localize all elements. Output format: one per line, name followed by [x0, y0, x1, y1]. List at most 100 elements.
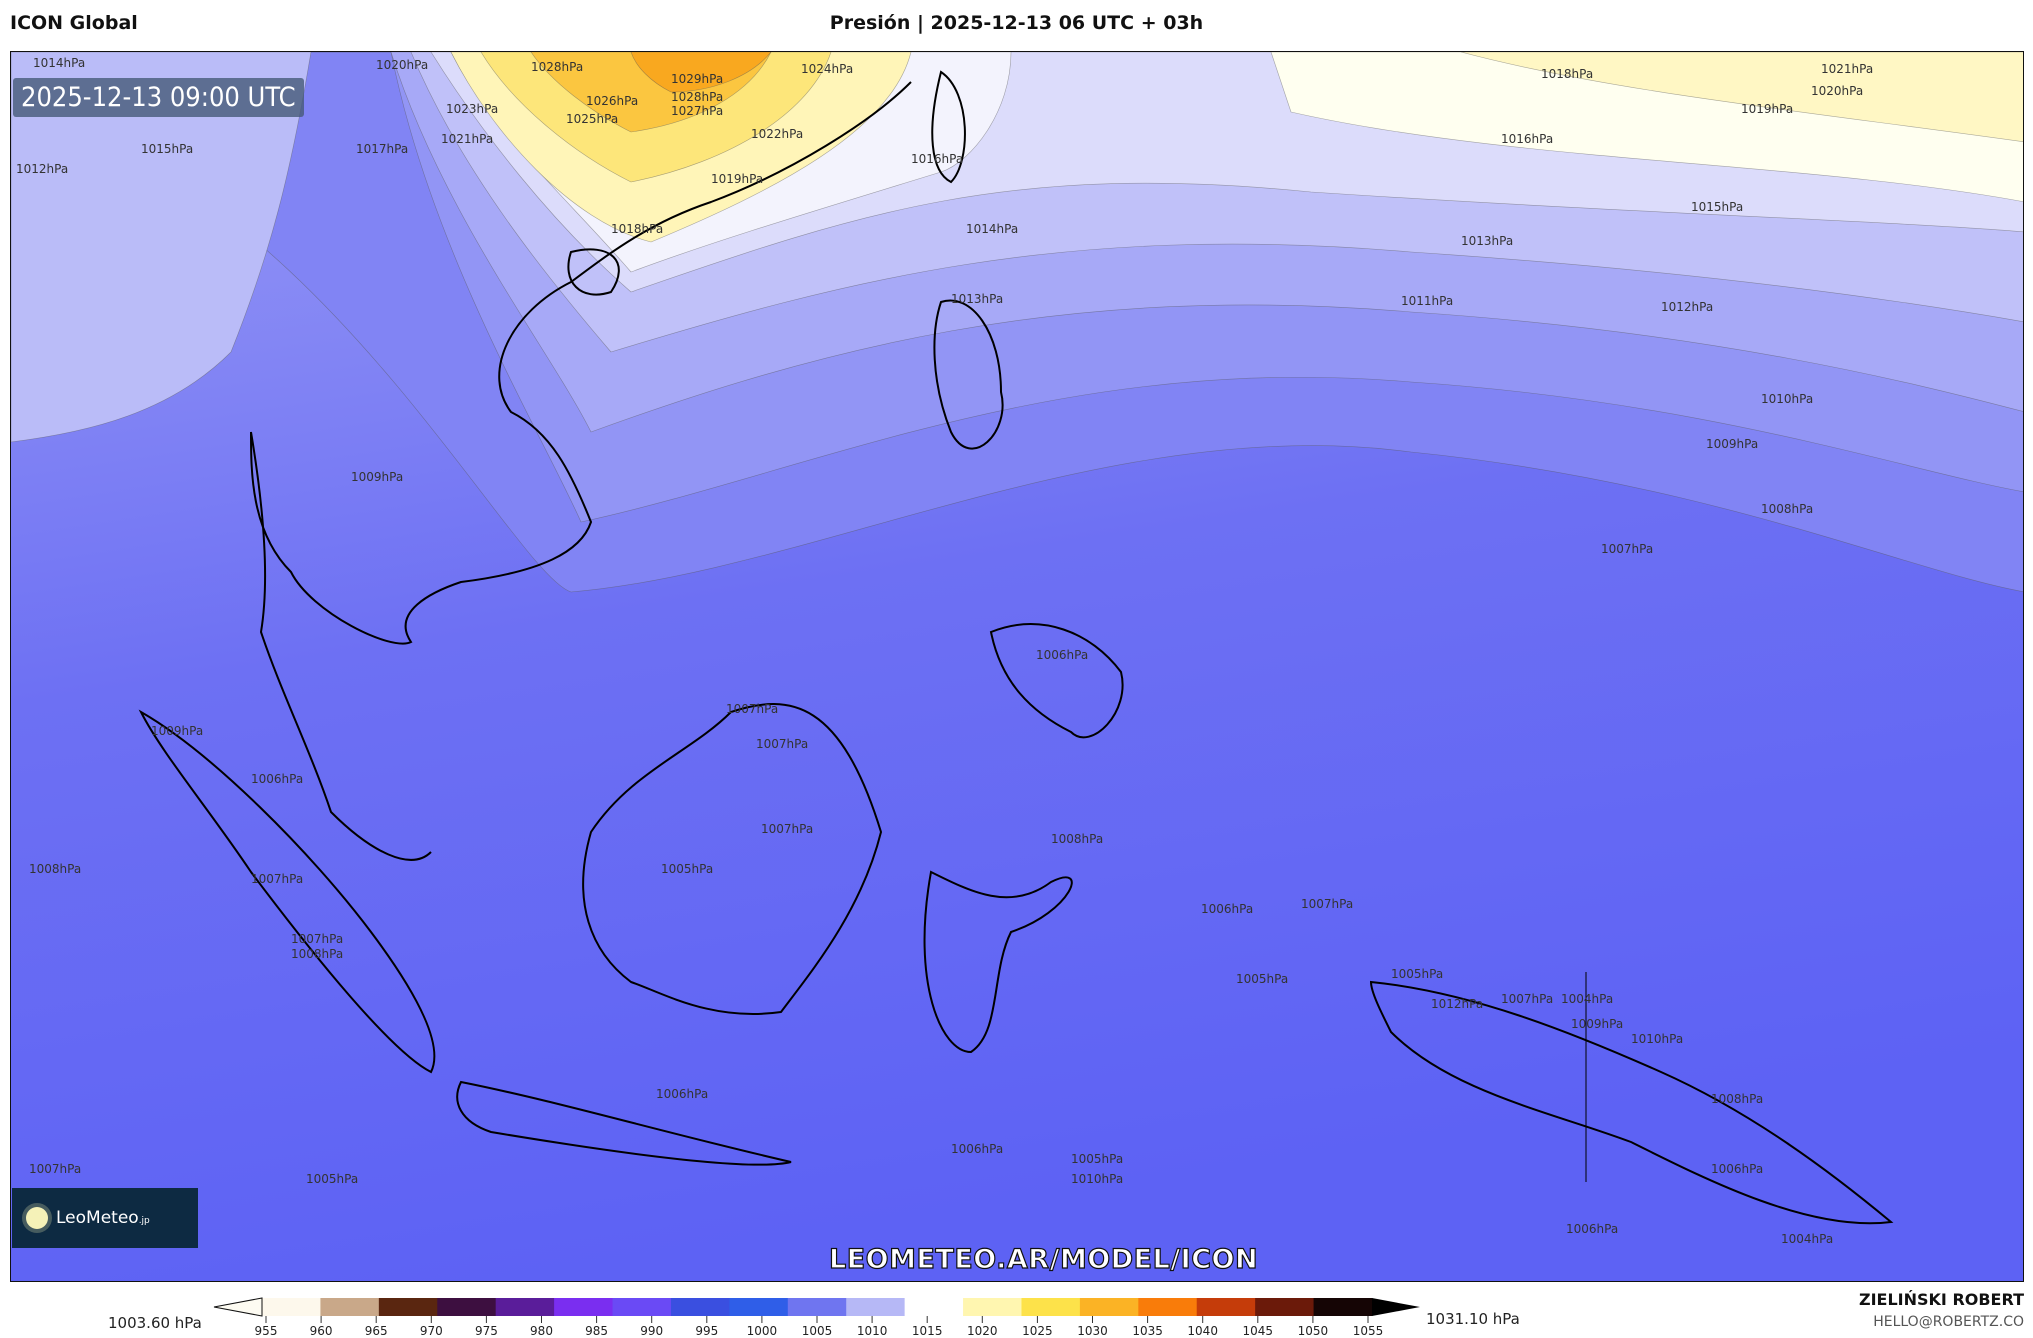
contour-label: 1026hPa: [586, 94, 639, 108]
chart-title: Presión | 2025-12-13 06 UTC + 03h: [829, 12, 1204, 34]
colorbar-tick-label: 980: [530, 1324, 553, 1338]
contour-label: 1009hPa: [1571, 1017, 1624, 1031]
colorbar-tick-label: 1020: [967, 1324, 998, 1338]
colorbar-tick-label: 1005: [801, 1324, 833, 1338]
contour-label: 1006hPa: [1201, 902, 1254, 916]
colorbar-cell: [729, 1298, 789, 1316]
contour-label: 1004hPa: [1561, 992, 1614, 1006]
contour-label: 1014hPa: [33, 56, 86, 70]
contour-label: 1023hPa: [446, 102, 499, 116]
colorbar-cell: [437, 1298, 497, 1316]
coastlines: [138, 70, 1894, 1225]
contour-label: 1016hPa: [1501, 132, 1554, 146]
logo-suffix: .jp: [138, 1216, 150, 1226]
contour-label: 1005hPa: [1236, 972, 1289, 986]
colorbar-cell: [262, 1298, 321, 1316]
contour-label: 1006hPa: [1566, 1222, 1619, 1236]
borneo: [582, 703, 883, 1015]
colorbar-tick-label: 970: [419, 1324, 443, 1338]
colorbar-tick-label: 1025: [1022, 1324, 1053, 1338]
contour-label: 1006hPa: [656, 1087, 709, 1101]
contour-label: 1012hPa: [16, 162, 69, 176]
contour-label: 1010hPa: [1071, 1172, 1124, 1186]
contour-label: 1024hPa: [801, 62, 854, 76]
contour-label: 1006hPa: [1036, 648, 1089, 662]
new-guinea: [1369, 980, 1894, 1225]
contour-label: 1015hPa: [1691, 200, 1744, 214]
contour-label: 1007hPa: [726, 702, 779, 716]
colorbar-cell: [320, 1298, 380, 1316]
pressure-map[interactable]: 2025-12-13 09:00 UTC 1014hPa 1020hPa 1028h…: [10, 51, 2024, 1282]
colorbar-cell: [554, 1298, 614, 1316]
luzon: [933, 299, 1004, 450]
colorbar-cell: [1021, 1298, 1081, 1316]
contour-label: 1005hPa: [661, 862, 714, 876]
colorbar-tick-label: 955: [254, 1324, 278, 1338]
colorbar-cell: [846, 1298, 906, 1316]
contour-label: 1007hPa: [1601, 542, 1654, 556]
contour-label: 1007hPa: [1301, 897, 1354, 911]
colorbar-cell: [963, 1298, 1022, 1316]
contour-label: 1010hPa: [1761, 392, 1814, 406]
colorbar: [213, 1297, 1420, 1323]
contour-label: 1005hPa: [1071, 1152, 1124, 1166]
model-name: ICON Global: [10, 12, 138, 34]
colorbar-cell: [670, 1298, 730, 1316]
contour-label: 1010hPa: [1631, 1032, 1684, 1046]
colorbar-cell: [1196, 1298, 1256, 1316]
contour-label: 1012hPa: [1661, 300, 1714, 314]
contour-label: 1022hPa: [751, 127, 804, 141]
site-watermark[interactable]: LEOMETEO.AR/MODEL/ICON: [828, 1243, 1259, 1275]
colorbar-tick-label: 1040: [1187, 1324, 1218, 1338]
valid-time-badge: 2025-12-13 09:00 UTC: [13, 78, 304, 117]
mindanao: [989, 623, 1124, 739]
colorbar-max-arrow: [1372, 1298, 1420, 1316]
contour-label: 1007hPa: [251, 872, 304, 886]
contour-label: 1021hPa: [441, 132, 494, 146]
colorbar-cell: [1138, 1298, 1198, 1316]
contour-label: 1018hPa: [611, 222, 664, 236]
colorbar-tick-label: 975: [474, 1324, 498, 1338]
colorbar-cell: [1313, 1298, 1373, 1316]
colorbar-tick-label: 1030: [1077, 1324, 1108, 1338]
java: [456, 1080, 792, 1166]
colorbar-cell: [1079, 1298, 1139, 1316]
author-email[interactable]: HELLO@ROBERTZ.CO: [1873, 1314, 2024, 1330]
colorbar-cell: [904, 1298, 964, 1316]
sulawesi: [923, 870, 1073, 1054]
colorbar-tick-label: 985: [585, 1324, 609, 1338]
contour-label: 1008hPa: [1761, 502, 1814, 516]
contour-label: 1013hPa: [951, 292, 1004, 306]
contour-label: 1012hPa: [1431, 997, 1484, 1011]
contour-label: 1006hPa: [1711, 1162, 1764, 1176]
sumatra: [138, 709, 436, 1074]
contour-label: 1007hPa: [756, 737, 809, 751]
contour-label: 1009hPa: [351, 470, 404, 484]
contour-label: 1007hPa: [291, 932, 344, 946]
contour-label: 1014hPa: [966, 222, 1019, 236]
colorbar-tick-label: 1055: [1352, 1324, 1384, 1338]
colorbar-tick-label: 1050: [1297, 1324, 1329, 1338]
contour-label: 1008hPa: [1711, 1092, 1764, 1106]
contour-label: 1029hPa: [671, 72, 724, 86]
colorbar-cell: [378, 1298, 438, 1316]
sun-icon: [26, 1207, 48, 1229]
contour-label: 1008hPa: [29, 862, 82, 876]
contour-label: 1005hPa: [1391, 967, 1444, 981]
colorbar-tick-label: 1010: [856, 1324, 888, 1338]
contour-label: 1020hPa: [376, 58, 429, 72]
contour-label: 1020hPa: [1811, 84, 1864, 98]
contour-label: 1007hPa: [29, 1162, 82, 1176]
contour-label: 1021hPa: [1821, 62, 1874, 76]
contour-label: 1004hPa: [1781, 1232, 1834, 1246]
contour-label: 1007hPa: [1501, 992, 1554, 1006]
leometeo-logo[interactable]: LeoMeteo .jp: [12, 1188, 198, 1248]
contour-label: 1007hPa: [761, 822, 814, 836]
colorbar-tick-label: 995: [695, 1324, 719, 1338]
colorbar-cell: [787, 1298, 847, 1316]
logo-text: LeoMeteo: [56, 1208, 139, 1228]
contour-label: 1019hPa: [711, 172, 764, 186]
colorbar-cell: [495, 1298, 555, 1316]
colorbar-cell: [1255, 1298, 1315, 1316]
pressure-bands: [11, 52, 2023, 593]
